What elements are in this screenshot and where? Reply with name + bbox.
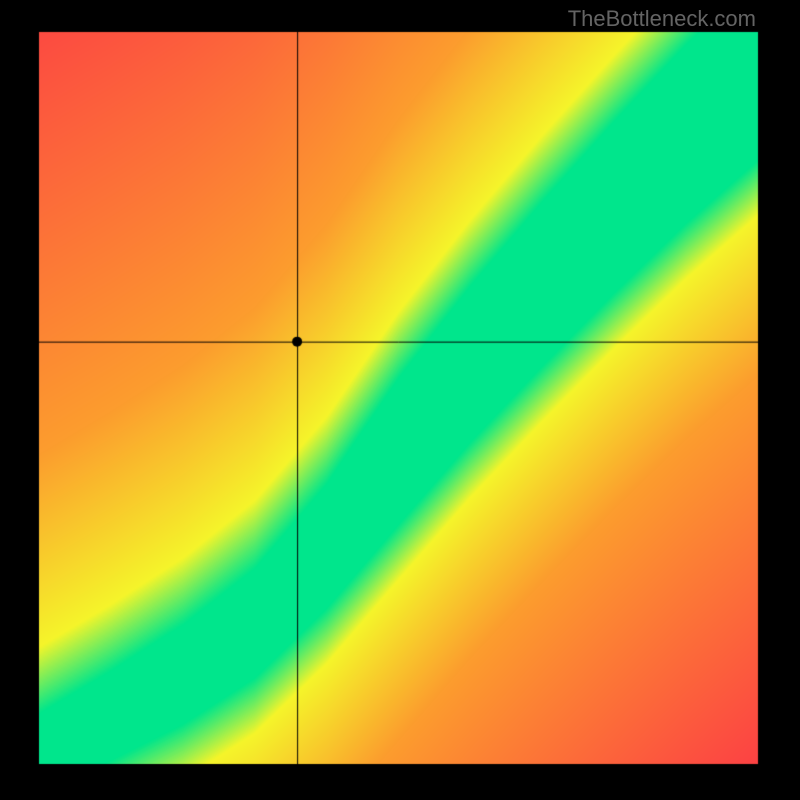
chart-container: TheBottleneck.com xyxy=(0,0,800,800)
watermark: TheBottleneck.com xyxy=(568,6,756,32)
bottleneck-heatmap xyxy=(0,0,800,800)
